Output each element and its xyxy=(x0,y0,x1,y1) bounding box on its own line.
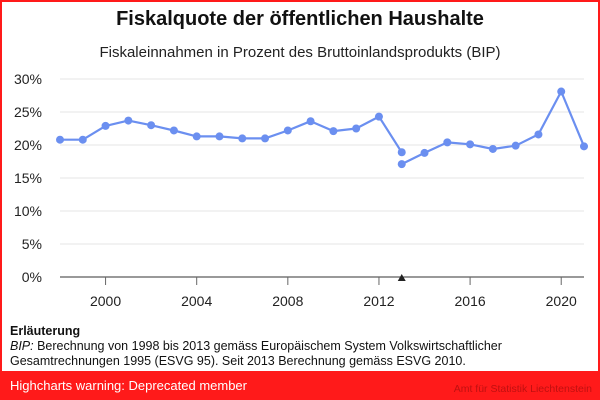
note-heading: Erläuterung xyxy=(10,324,81,338)
data-point xyxy=(443,138,452,147)
data-point xyxy=(192,132,201,141)
data-point xyxy=(329,127,338,136)
y-tick-label: 0% xyxy=(22,269,42,285)
data-point xyxy=(466,140,475,149)
note-text: Berechnung von 1998 bis 2013 gemäss Euro… xyxy=(10,339,502,368)
x-tick-label: 2012 xyxy=(363,293,394,309)
y-tick-label: 15% xyxy=(14,170,42,186)
warning-banner: Highcharts warning: Deprecated member Am… xyxy=(2,371,598,398)
data-point xyxy=(101,121,110,130)
data-point xyxy=(169,126,178,135)
chart-subtitle: Fiskaleinnahmen in Prozent des Bruttoinl… xyxy=(99,44,501,61)
data-point xyxy=(488,144,497,153)
y-tick-label: 20% xyxy=(14,137,42,153)
data-point xyxy=(124,116,133,125)
data-point xyxy=(56,135,64,144)
chart-title: Fiskalquote der öffentlichen Haushalte xyxy=(116,8,484,30)
x-tick-label: 2004 xyxy=(181,293,212,309)
data-point xyxy=(283,126,292,135)
data-point xyxy=(580,142,588,151)
x-tick-label: 2016 xyxy=(455,293,486,309)
data-point xyxy=(374,112,383,121)
data-point xyxy=(511,141,520,150)
y-tick-label: 30% xyxy=(14,71,42,87)
data-point xyxy=(397,160,406,169)
data-point xyxy=(557,87,566,96)
credits-link[interactable]: Amt für Statistik Liechtenstein xyxy=(453,383,592,395)
y-tick-label: 25% xyxy=(14,104,42,120)
warning-text: Highcharts warning: Deprecated member xyxy=(10,378,247,393)
data-point xyxy=(215,132,224,141)
data-point xyxy=(147,121,156,130)
data-point xyxy=(534,130,543,139)
data-point xyxy=(78,135,87,144)
x-tick-label: 2020 xyxy=(546,293,577,309)
explanation-note: Erläuterung BIP: Berechnung von 1998 bis… xyxy=(10,324,570,369)
data-point xyxy=(397,148,406,157)
series-break-marker xyxy=(397,274,406,281)
data-point xyxy=(306,117,315,126)
y-tick-label: 5% xyxy=(22,236,42,252)
data-point xyxy=(420,148,429,157)
data-point xyxy=(352,124,361,133)
x-tick-label: 2008 xyxy=(272,293,303,309)
data-point xyxy=(261,134,270,143)
y-tick-label: 10% xyxy=(14,203,42,219)
series-line xyxy=(60,115,403,153)
data-point xyxy=(238,134,247,143)
note-term: BIP: xyxy=(10,339,34,353)
series-line xyxy=(401,90,586,166)
x-tick-label: 2000 xyxy=(90,293,121,309)
